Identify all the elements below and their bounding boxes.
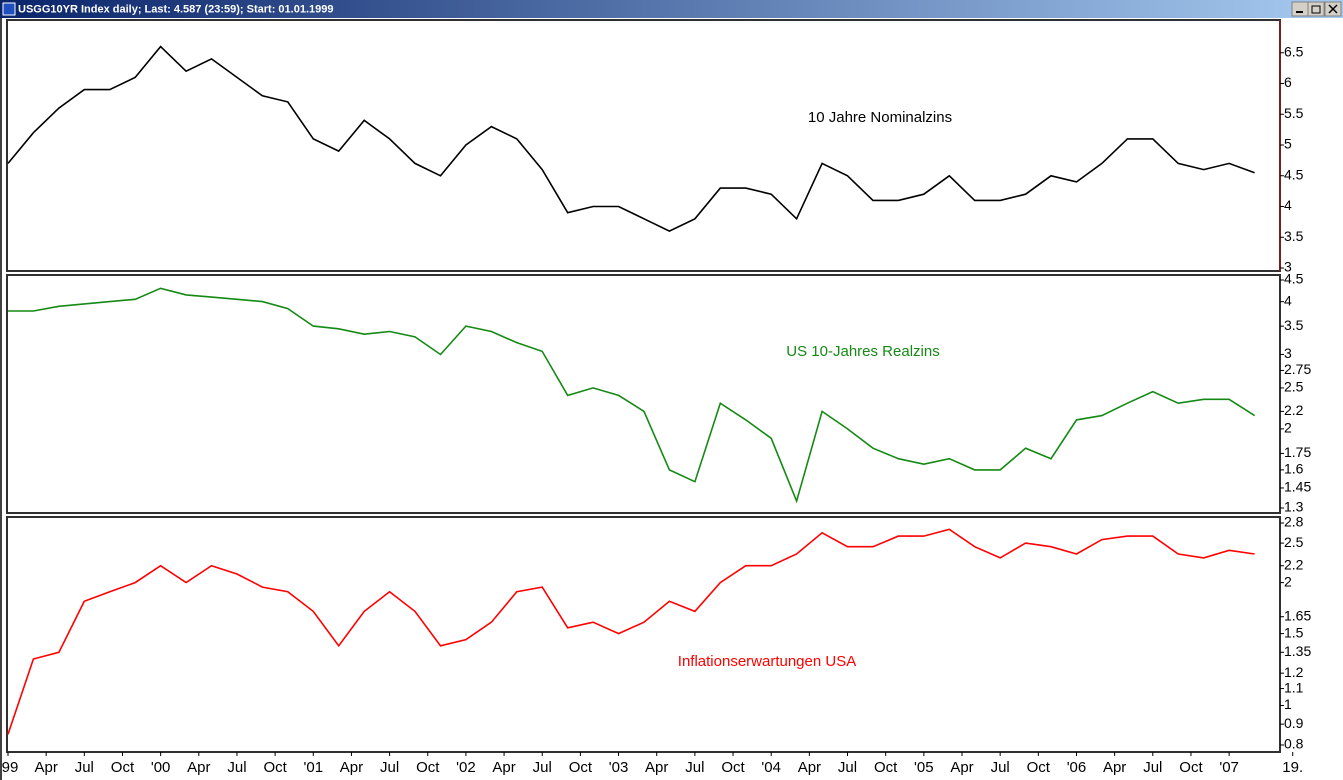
y-tick-label: 1 (1284, 696, 1292, 712)
x-tick-label: '04 (761, 759, 781, 776)
x-tick-label: Jul (1143, 759, 1162, 776)
x-tick-label: Apr (645, 759, 668, 776)
app-icon (2, 2, 16, 16)
x-tick-label: Jul (380, 759, 399, 776)
x-tick-label: Oct (263, 759, 287, 776)
x-tick-label: '02 (456, 759, 476, 776)
close-icon (1328, 4, 1338, 14)
y-tick-label: 2.5 (1284, 379, 1304, 395)
x-tick-label: Apr (340, 759, 363, 776)
y-tick-label: 2.5 (1284, 534, 1304, 550)
x-tick-label: Oct (1179, 759, 1203, 776)
y-tick-label: 2 (1284, 420, 1292, 436)
x-tick-label: '03 (609, 759, 629, 776)
x-tick-label: Oct (111, 759, 135, 776)
y-tick-label: 4 (1284, 292, 1292, 308)
y-tick-label: 6 (1284, 74, 1292, 90)
x-tick-label: Jul (685, 759, 704, 776)
y-tick-label: 2.75 (1284, 361, 1311, 377)
y-tick-label: 4.5 (1284, 166, 1304, 182)
y-tick-label: 5.5 (1284, 105, 1304, 121)
y-tick-label: 3 (1284, 345, 1292, 361)
y-tick-label: 6.5 (1284, 43, 1304, 59)
x-tick-label: 99 (2, 759, 19, 776)
restore-icon (1311, 5, 1321, 14)
title-bar (0, 0, 1343, 18)
x-tick-label: Apr (187, 759, 210, 776)
x-tick-label: Jul (838, 759, 857, 776)
y-tick-label: 3 (1284, 259, 1292, 275)
x-tick-label: '00 (151, 759, 171, 776)
x-tick-label: Jul (991, 759, 1010, 776)
y-tick-label: 4.5 (1284, 271, 1304, 287)
x-tick-label: Apr (1103, 759, 1126, 776)
y-tick-label: 1.45 (1284, 479, 1311, 495)
data-line (7, 45, 1255, 232)
y-tick-label: 2.8 (1284, 514, 1304, 530)
x-tick-label: Apr (492, 759, 515, 776)
y-tick-label: 1.5 (1284, 624, 1304, 640)
y-tick-label: 2.2 (1284, 402, 1304, 418)
series-annotation: 10 Jahre Nominalzins (808, 109, 952, 126)
x-tick-label: Oct (1027, 759, 1051, 776)
y-tick-label: 0.8 (1284, 736, 1304, 752)
y-tick-label: 4 (1284, 197, 1292, 213)
y-tick-label: 1.35 (1284, 643, 1311, 659)
y-tick-label: 1.6 (1284, 461, 1304, 477)
window-title: USGG10YR Index daily; Last: 4.587 (23:59… (18, 3, 333, 15)
x-tick-label: '05 (914, 759, 934, 776)
x-tick-label: Apr (950, 759, 973, 776)
x-tick-label: '01 (303, 759, 323, 776)
series-annotation: Inflationserwartungen USA (678, 653, 856, 670)
x-tick-label: 19. (1282, 759, 1303, 776)
data-line (8, 287, 1256, 504)
x-tick-label: '07 (1219, 759, 1239, 776)
y-tick-label: 1.3 (1284, 499, 1304, 515)
y-tick-label: 0.9 (1284, 715, 1304, 731)
x-tick-label: Jul (227, 759, 246, 776)
x-tick-label: Oct (569, 759, 593, 776)
x-tick-label: '06 (1067, 759, 1087, 776)
data-line (7, 528, 1255, 735)
y-tick-label: 3.5 (1284, 228, 1304, 244)
y-tick-label: 1.75 (1284, 444, 1311, 460)
x-tick-label: Oct (874, 759, 898, 776)
minimize-button[interactable] (1291, 1, 1309, 17)
y-tick-label: 2 (1284, 573, 1292, 589)
y-tick-label: 1.1 (1284, 679, 1304, 695)
x-tick-label: Oct (721, 759, 745, 776)
x-tick-label: Oct (416, 759, 440, 776)
x-tick-label: Jul (533, 759, 552, 776)
series-annotation: US 10-Jahres Realzins (786, 343, 939, 360)
y-tick-label: 1.2 (1284, 664, 1304, 680)
x-tick-label: Apr (798, 759, 821, 776)
restore-button[interactable] (1307, 1, 1325, 17)
x-tick-label: Jul (75, 759, 94, 776)
y-tick-label: 3.5 (1284, 317, 1304, 333)
y-tick-label: 1.65 (1284, 607, 1311, 623)
x-tick-label: Apr (34, 759, 57, 776)
window-buttons[interactable] (1291, 1, 1342, 17)
y-tick-label: 2.2 (1284, 556, 1304, 572)
y-tick-label: 5 (1284, 136, 1292, 152)
